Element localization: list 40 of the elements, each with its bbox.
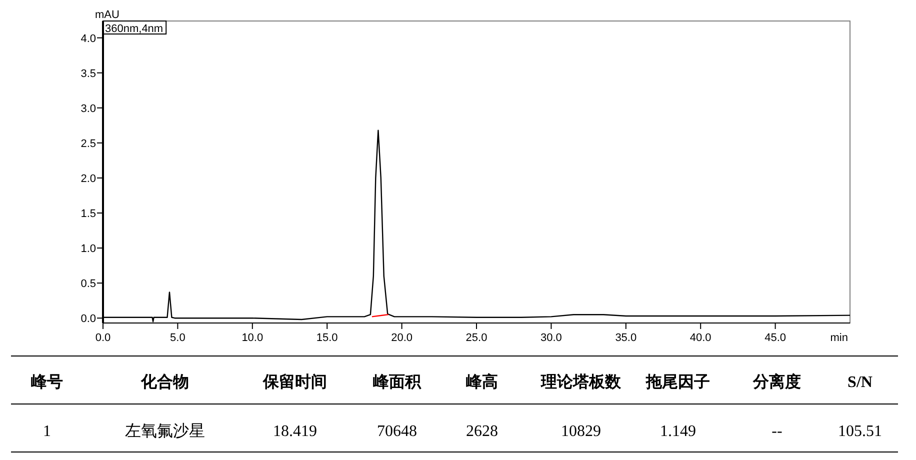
y-tick-label: 2.5	[80, 138, 96, 150]
x-tick-label: 15.0	[316, 332, 338, 344]
x-tick-label: 25.0	[466, 332, 488, 344]
text: 分离度	[752, 372, 801, 391]
y-tick-label: 2.0	[80, 172, 96, 185]
text: 18.419	[273, 423, 317, 440]
y-tick-label: 0.5	[80, 278, 96, 290]
text: 拖尾因子	[645, 373, 710, 391]
text: 左氧氟沙星	[125, 422, 205, 440]
y-tick-label: 1.5	[80, 208, 96, 220]
x-tick-label: 0.0	[95, 332, 111, 344]
y-tick-label: 4.0	[80, 32, 96, 45]
text: 保留时间	[262, 373, 327, 391]
y-tick-label: 1.0	[80, 243, 96, 256]
text: 化合物	[140, 373, 189, 391]
x-axis-title: min	[830, 332, 848, 344]
text: 1.149	[660, 423, 696, 440]
text: 2628	[466, 423, 498, 440]
x-tick-label: 30.0	[540, 332, 562, 344]
text: 70648	[377, 423, 417, 440]
text: 105.51	[838, 423, 882, 440]
text: 10829	[561, 423, 601, 440]
y-tick-label: 0.0	[80, 313, 96, 326]
x-tick-label: 10.0	[242, 332, 264, 344]
y-tick-label: 3.5	[80, 68, 96, 80]
x-tick-label: 20.0	[391, 332, 413, 344]
text: 理论塔板数	[540, 373, 622, 391]
x-tick-label: 45.0	[764, 332, 786, 344]
y-axis-title: mAU	[95, 9, 120, 21]
x-tick-label: 5.0	[170, 332, 186, 344]
text: 1	[43, 423, 51, 440]
text: S/N	[848, 374, 873, 391]
y-tick-label: 3.0	[80, 102, 96, 115]
x-tick-label: 35.0	[615, 332, 637, 344]
text: 峰高	[466, 372, 498, 391]
annotation: 360nm,4nm	[105, 23, 164, 35]
x-tick-label: 40.0	[690, 332, 712, 344]
text: --	[772, 423, 782, 440]
text: 峰号	[31, 373, 63, 391]
text: 峰面积	[373, 373, 422, 391]
